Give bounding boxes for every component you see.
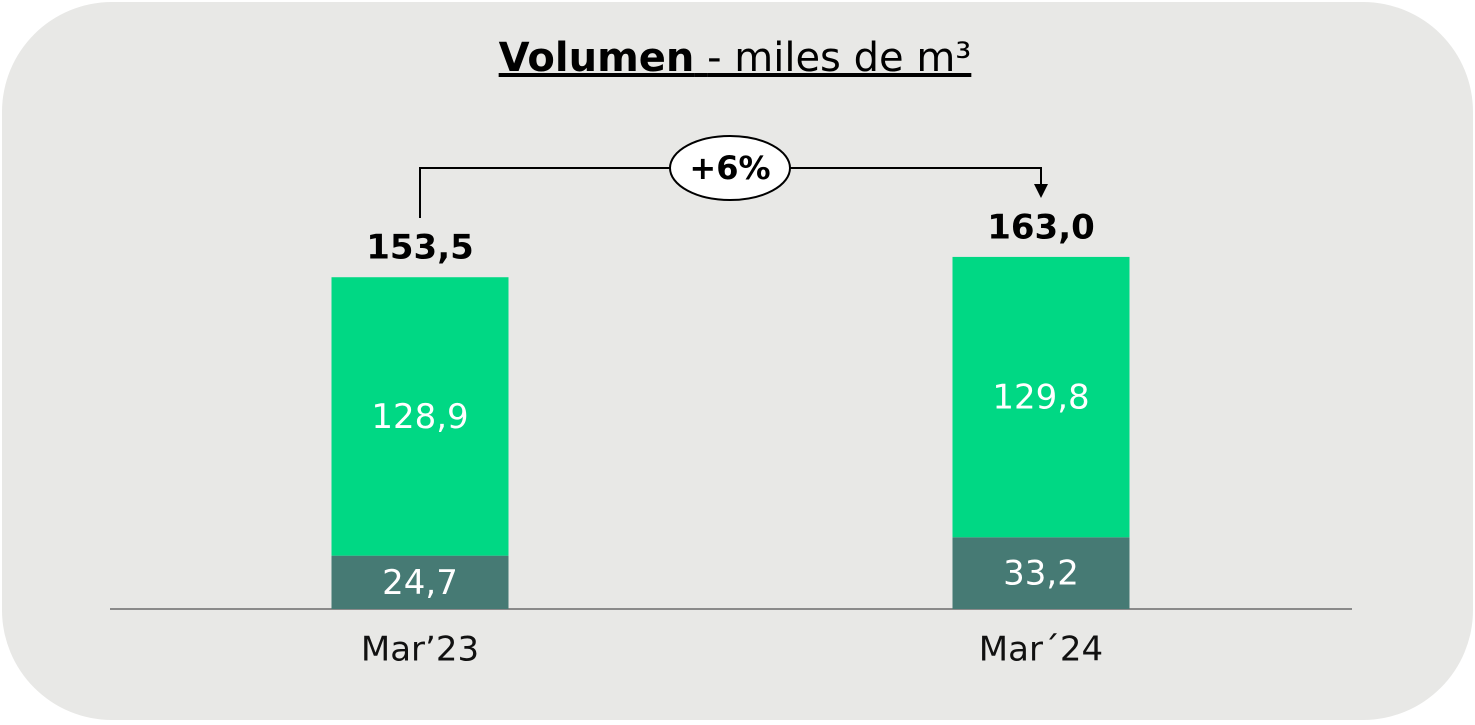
growth-badge: [669, 135, 791, 201]
bar-segment: [331, 277, 509, 556]
segment-label: 129,8: [992, 378, 1089, 418]
bar-segment: [952, 256, 1130, 538]
segment-label: 24,7: [382, 563, 458, 603]
x-tick-label: Mar’23: [361, 630, 479, 670]
segment-label: 33,2: [1003, 554, 1079, 594]
chart-title: Volumen - miles de m³: [499, 35, 972, 81]
title-main: Volumen: [499, 35, 695, 81]
total-label: 153,5: [366, 228, 474, 268]
segment-label: 128,9: [371, 397, 468, 437]
title-unit: - miles de m³: [707, 35, 971, 81]
bar-segment: [331, 555, 509, 609]
x-tick-label: Mar´24: [979, 630, 1103, 670]
growth-label: +6%: [689, 149, 770, 187]
arrowhead: [1034, 184, 1048, 198]
bar-segment: [952, 537, 1130, 609]
total-label: 163,0: [987, 207, 1095, 247]
